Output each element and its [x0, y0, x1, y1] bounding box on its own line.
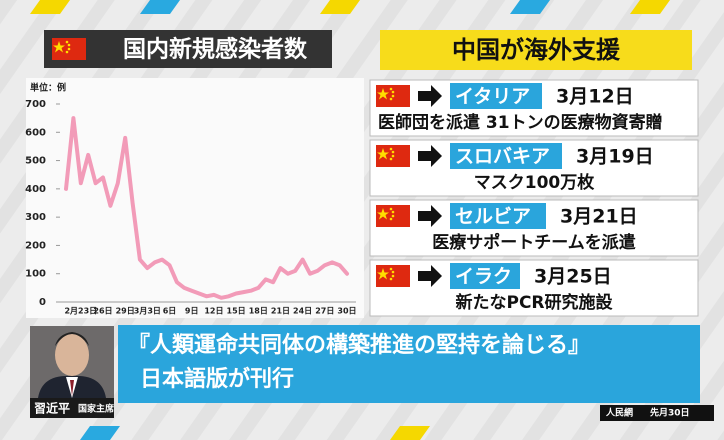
y-tick-label: 0: [39, 297, 46, 308]
country: イタリア: [455, 86, 530, 108]
aid-date: 3月12日: [556, 86, 634, 108]
country: スロバキア: [455, 146, 550, 168]
y-tick-label: 700: [25, 99, 46, 110]
x-tick-label: 18日: [249, 307, 268, 316]
caption-line: 日本語版が刊行: [140, 366, 294, 392]
flag: [376, 145, 410, 167]
y-tick-label: 600: [25, 127, 46, 138]
y-tick-label: 500: [25, 156, 46, 167]
flag: [376, 205, 410, 227]
aid-title-box: [380, 30, 692, 70]
x-tick-label: 21日: [271, 307, 290, 316]
edge-stripes: [30, 0, 670, 440]
aid-date: 3月19日: [576, 146, 654, 168]
flag: [376, 265, 410, 287]
aid-title: 中国が海外支援: [452, 36, 621, 64]
x-tick-label: 12日: [204, 307, 223, 316]
chart-panel: [26, 78, 364, 318]
x-tick-label: 2月23日: [64, 307, 97, 316]
aid-date: 3月25日: [534, 266, 612, 288]
aid-detail: 医療サポートチームを派遣: [432, 232, 636, 253]
portrait: [30, 326, 114, 398]
country-box: [450, 203, 546, 229]
unit-label: 単位：例: [30, 82, 66, 94]
caption-line: 『人類運命共同体の構築推進の堅持を論じる』: [128, 332, 590, 358]
x-tick-label: 29日: [116, 307, 135, 316]
country: イラク: [455, 266, 512, 288]
x-tick-label: 6日: [163, 307, 177, 316]
chart-title-box: [44, 30, 332, 68]
y-tick-label: 100: [25, 269, 46, 280]
x-tick-label: 3月3日: [134, 307, 161, 316]
aid-row: [369, 259, 699, 317]
x-tick-label: 15日: [227, 307, 246, 316]
line: [64, 116, 349, 300]
aid-date: 3月21日: [560, 206, 638, 228]
x-tick-label: 9日: [185, 307, 199, 316]
country-box: [450, 143, 562, 169]
x-tick-label: 27日: [315, 307, 334, 316]
y-tick-label: 200: [25, 240, 46, 251]
person-role: 国家主席: [78, 403, 114, 415]
person-name: 習近平: [34, 401, 70, 416]
source-date: 先月30日: [650, 407, 690, 419]
source-box: [600, 405, 714, 421]
chart-title: 国内新規感染者数: [123, 36, 308, 63]
name-box: [30, 398, 114, 418]
x-tick-label: 26日: [93, 307, 112, 316]
country: セルビア: [455, 206, 531, 228]
aid-detail: 医師団を派遣 31トンの医療物資寄贈: [378, 112, 663, 133]
flag: [52, 38, 86, 60]
country-box: [450, 263, 520, 289]
x-tick-label: 30日: [337, 307, 356, 316]
country-box: [450, 83, 542, 109]
y-tick-label: 400: [25, 184, 46, 195]
x-tick-label: 24日: [293, 307, 312, 316]
caption-box: [118, 325, 700, 403]
source-outlet: 人民網: [605, 407, 633, 419]
y-tick-label: 300: [25, 212, 46, 223]
flag: [376, 85, 410, 107]
aid-detail: 新たなPCR研究施設: [455, 292, 613, 313]
aid-detail: マスク100万枚: [474, 172, 595, 193]
